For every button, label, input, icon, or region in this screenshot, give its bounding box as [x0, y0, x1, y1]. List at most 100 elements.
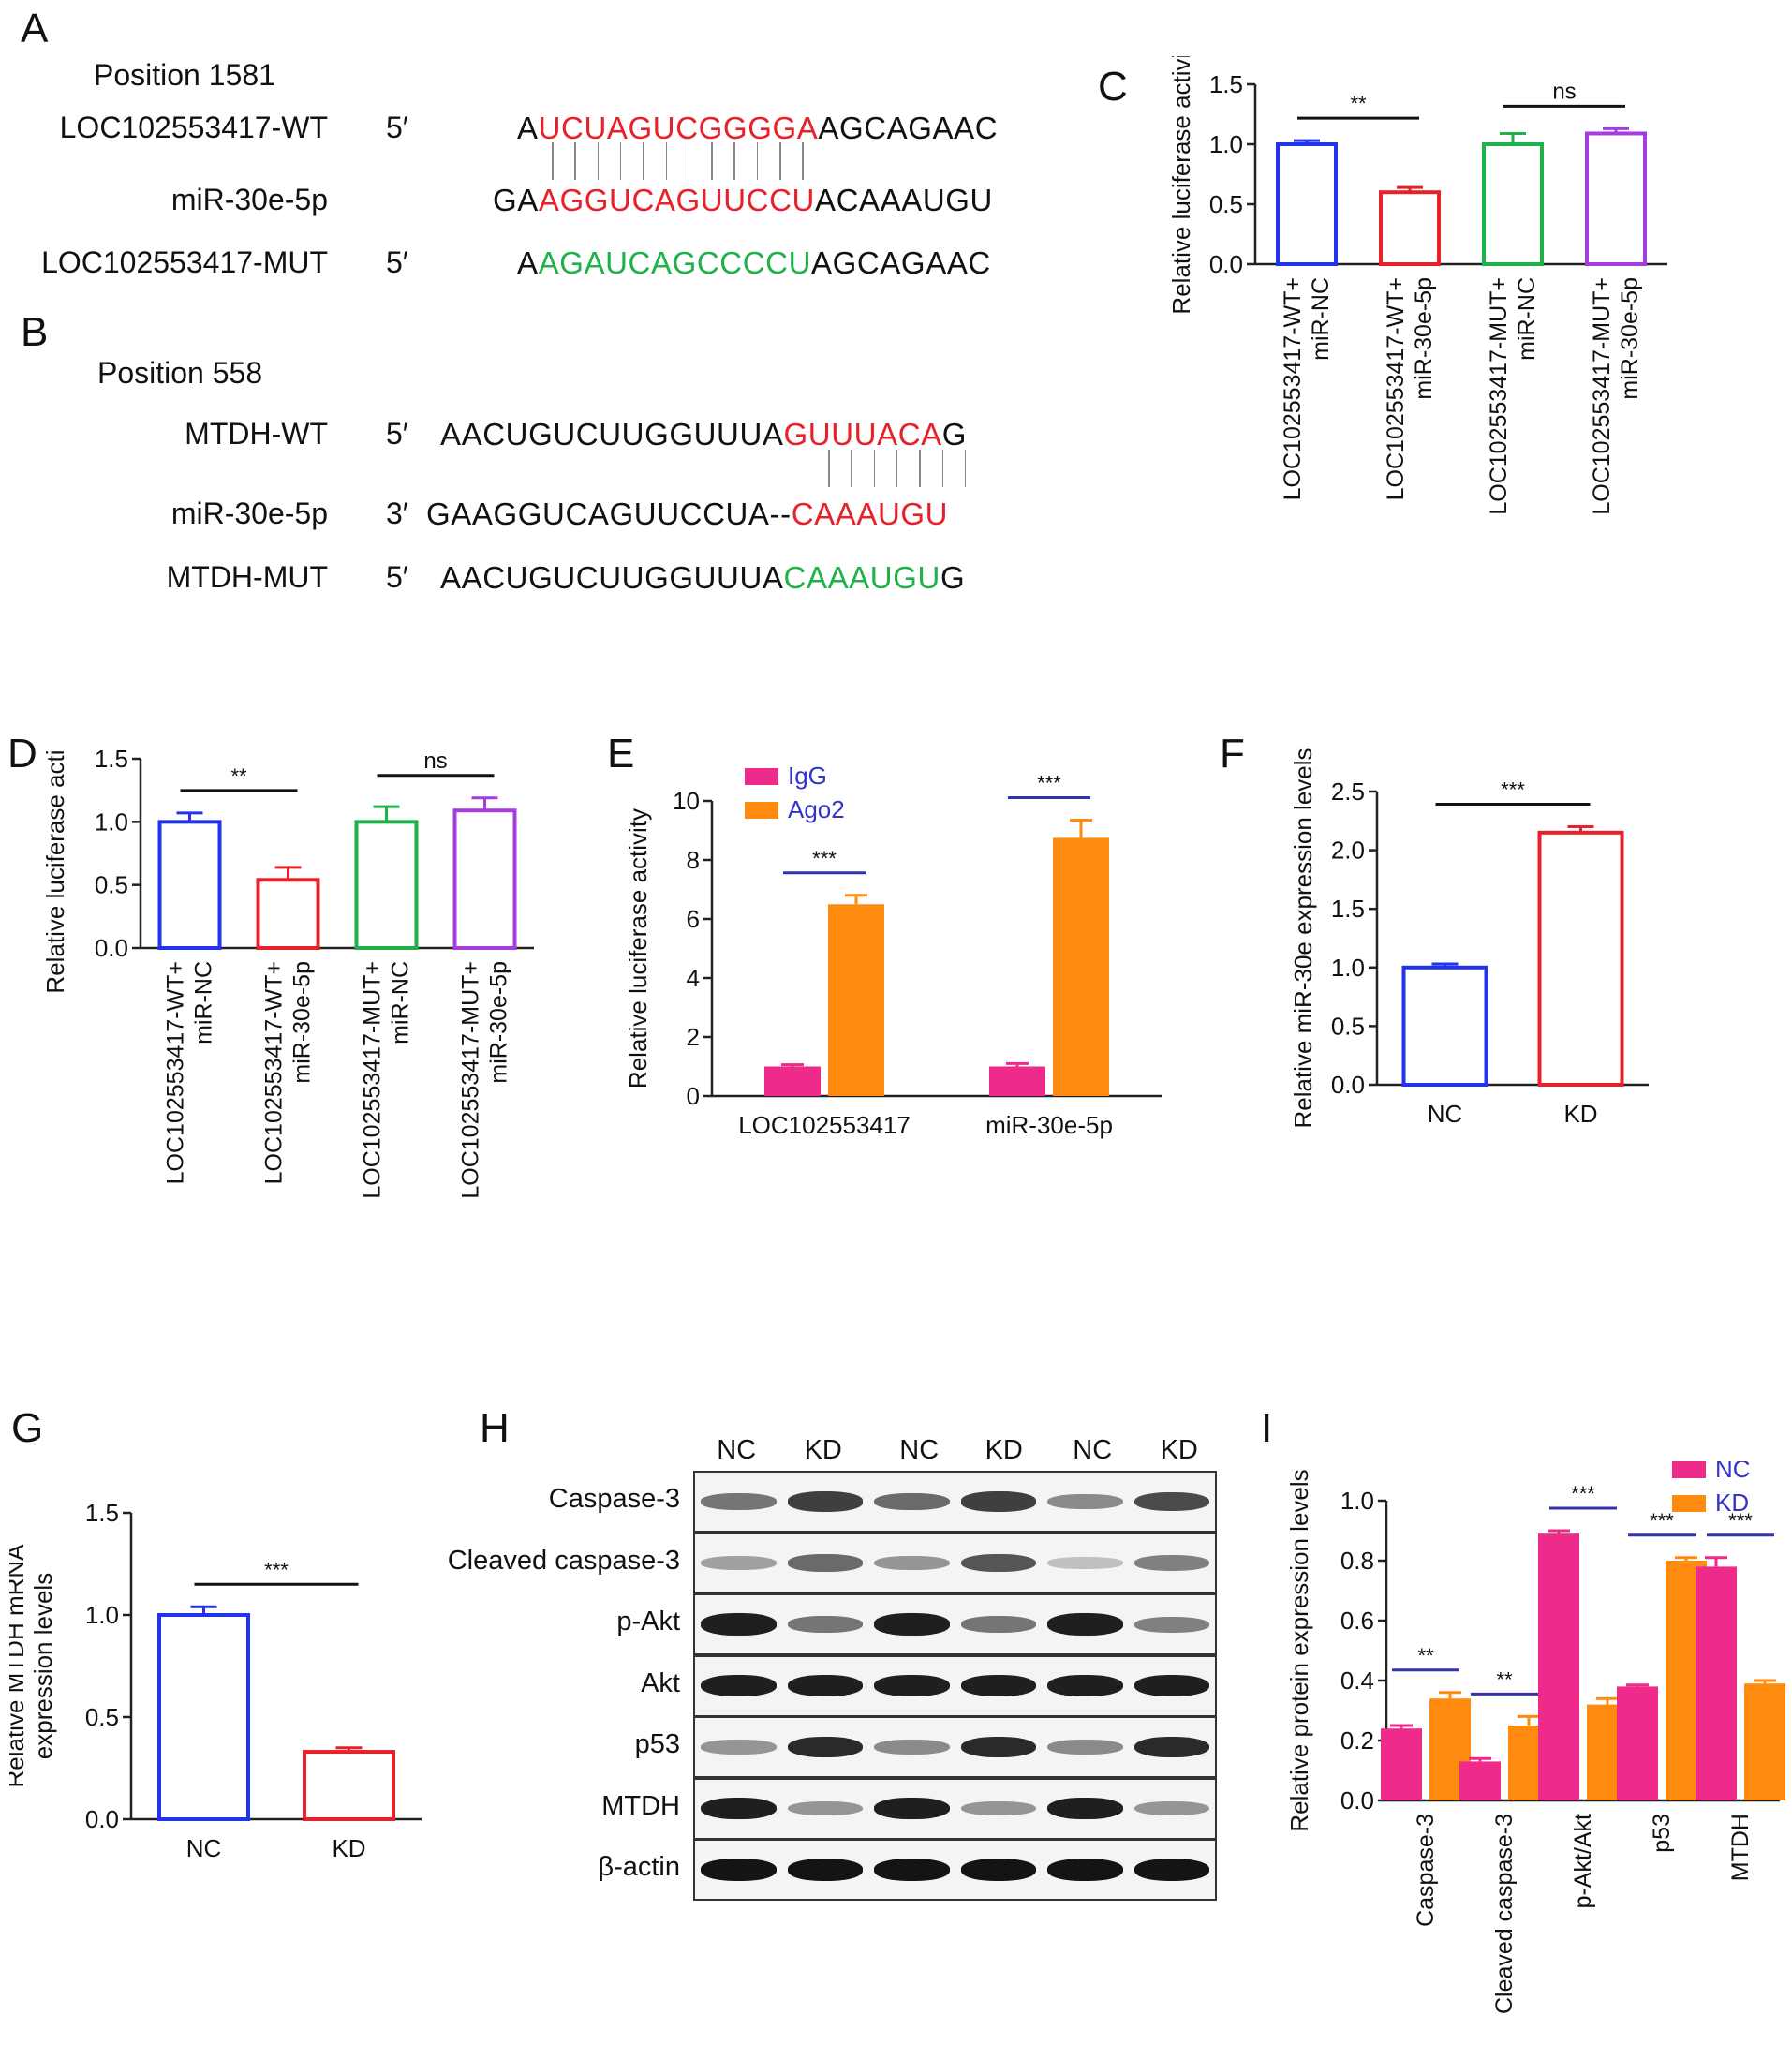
chart-e: 0 2 4 6 8 10 Relative luciferase activity IgG Ag…	[624, 762, 1162, 1139]
blot-strip	[693, 1839, 1217, 1901]
blot-band	[787, 1800, 863, 1816]
y-tick-label: 0.8	[1340, 1547, 1374, 1575]
blot-band	[1133, 1616, 1209, 1633]
bar	[1744, 1683, 1785, 1800]
panel-letter-d: D	[7, 731, 37, 777]
blot-band	[1047, 1613, 1123, 1636]
significance-label: ***	[1571, 1482, 1595, 1505]
significance-label: **	[1496, 1667, 1513, 1691]
legend-swatch	[1672, 1461, 1706, 1478]
legend-swatch	[745, 802, 778, 819]
category-label: LOC102553417-WT+	[1383, 277, 1409, 500]
pairing-line	[779, 142, 781, 180]
y-tick-label: 0.0	[1340, 1786, 1374, 1815]
blot-band	[960, 1859, 1036, 1881]
pairing-line	[828, 450, 830, 487]
lane-label: NC	[717, 1435, 757, 1465]
category-label: LOC102553417-MUT+	[458, 961, 484, 1199]
bar	[1585, 131, 1647, 267]
blot-band	[960, 1736, 1036, 1758]
seq-segment: A	[517, 245, 539, 280]
bar	[354, 820, 419, 951]
panel-letter-h: H	[480, 1405, 510, 1451]
y-tick-label: 0	[687, 1082, 700, 1110]
category-label: miR-30e-5p	[1411, 277, 1437, 400]
pairing-line	[574, 142, 576, 180]
y-tick-label: 0.0	[95, 934, 128, 962]
significance-label: ***	[812, 847, 837, 870]
western-blot-panel: NC KD NC KD NC KD Caspase-3 Cleaved caspase-3 p…	[440, 1424, 1218, 1911]
bar	[157, 1613, 250, 1821]
y-tick-label: 8	[687, 846, 700, 874]
blot-band	[1047, 1797, 1123, 1820]
blot-band	[874, 1613, 950, 1636]
seq-name-mtdh-wt: MTDH-WT	[185, 417, 328, 451]
chart-d: 0.0 0.5 1.0 1.5 Relative luciferase activity…	[41, 749, 534, 1199]
legend-label: IgG	[788, 762, 827, 790]
blot-band	[787, 1674, 863, 1697]
seq-segment: AACUGUCUUGGUUUA	[440, 417, 784, 452]
blot-band	[874, 1797, 950, 1820]
legend-label: KD	[1715, 1489, 1749, 1517]
seq-segment: AGAUCAGCCCCU	[538, 245, 812, 280]
seq-segment: GAAGGUCAGUUCCUA--	[426, 496, 792, 531]
panel-a-position: Position 1581	[94, 58, 275, 92]
significance-label: ns	[1552, 79, 1576, 104]
blot-band	[787, 1554, 863, 1572]
y-tick-label: 1.5	[95, 749, 128, 773]
blot-band	[1047, 1674, 1123, 1697]
y-tick-label: 0.5	[85, 1703, 119, 1731]
category-label: LOC102553417	[738, 1111, 911, 1139]
blot-band	[960, 1553, 1036, 1573]
bar	[157, 820, 222, 951]
y-tick-label: 1.5	[85, 1499, 119, 1527]
blot-band	[787, 1491, 863, 1512]
blot-band	[1133, 1674, 1209, 1697]
category-label: NC	[1428, 1100, 1463, 1128]
blot-strip	[693, 1716, 1217, 1778]
panel-letter-a: A	[21, 6, 49, 52]
blot-band	[701, 1493, 777, 1510]
blot-band	[701, 1556, 777, 1570]
blot-band	[1133, 1555, 1209, 1571]
category-label: LOC102553417-MUT+	[360, 961, 386, 1199]
bar	[1381, 1728, 1422, 1800]
seq-segment: AACUGUCUUGGUUUA	[440, 560, 784, 595]
y-axis-label: Relative MTDH mRNA	[9, 1544, 29, 1788]
chart-c: 0.0 0.5 1.0 1.5 Relative luciferase activity…	[1167, 56, 1667, 515]
blot-band	[701, 1859, 777, 1881]
blot-strip	[693, 1532, 1217, 1594]
y-axis-label: Relative miR-30e expression levels	[1289, 748, 1317, 1128]
panel-b-position: Position 558	[97, 356, 263, 390]
blot-band	[874, 1739, 950, 1755]
blot-label: p-Akt	[616, 1607, 680, 1637]
blot-band	[701, 1613, 777, 1636]
y-tick-label: 0.2	[1340, 1726, 1374, 1755]
seq-prime: 3′	[386, 496, 408, 530]
category-label: LOC102553417-MUT+	[1589, 277, 1615, 515]
lane-label: KD	[1160, 1435, 1198, 1465]
pairing-line	[643, 142, 644, 180]
significance-label: ***	[264, 1558, 289, 1581]
significance-label: ***	[1650, 1509, 1674, 1533]
panel-letter-i: I	[1261, 1405, 1273, 1451]
seq-b-wt: AACUGUCUUGGUUUAGUUUACAG	[440, 417, 967, 452]
y-tick-label: 1.0	[1331, 954, 1365, 982]
legend-label: Ago2	[788, 795, 845, 823]
panel-letter-b: B	[21, 309, 49, 355]
blot-band	[874, 1674, 950, 1697]
category-label: MTDH	[1727, 1814, 1754, 1881]
bar	[828, 904, 884, 1096]
y-tick-label: 1.0	[1340, 1487, 1374, 1515]
chart-f: 0.0 0.5 1.0 1.5 2.0 2.5 Relative miR-30e expre…	[1289, 748, 1649, 1129]
pairing-line	[733, 142, 735, 180]
pairing-line	[688, 142, 690, 180]
pairing-line	[619, 142, 622, 180]
bar	[1538, 1533, 1579, 1800]
seq-segment: ACAAAUGU	[814, 183, 993, 217]
lane-label: KD	[804, 1435, 842, 1465]
significance-label: ***	[1037, 771, 1061, 794]
category-label: LOC102553417-WT+	[163, 961, 189, 1184]
blot-band	[701, 1740, 777, 1755]
seq-prime: 5′	[386, 111, 408, 144]
